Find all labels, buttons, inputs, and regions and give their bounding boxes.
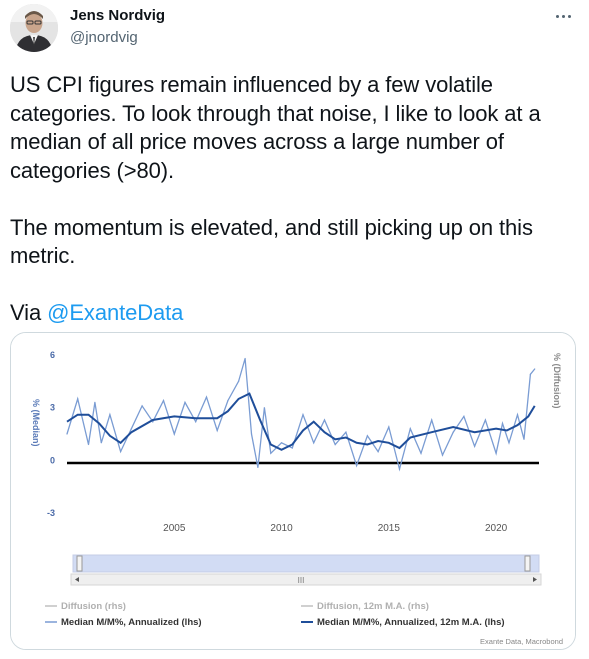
median-data-point xyxy=(184,401,186,403)
median-data-point xyxy=(263,407,265,409)
navigator-handle-left[interactable] xyxy=(76,555,83,572)
median-data-point xyxy=(334,443,336,446)
median-data-point xyxy=(257,466,259,468)
median-data-point xyxy=(141,405,143,407)
mention-link[interactable]: @ExanteData xyxy=(47,300,184,325)
tweet-via-line: Via @ExanteData xyxy=(10,299,575,328)
y-axis-label-right: % (Diffusion) xyxy=(552,353,562,409)
median-data-point xyxy=(420,452,422,454)
median-data-point xyxy=(173,433,175,435)
median-data-point xyxy=(431,419,433,421)
legend-item: Diffusion (rhs) xyxy=(61,601,126,612)
chart: % (Median) % (Diffusion) 6 3 0 -3 2005 2010 2… xyxy=(11,333,575,649)
author-handle[interactable]: @jnordvig xyxy=(70,29,138,46)
x-tick-label: 2015 xyxy=(378,523,401,534)
median-mm-series-line xyxy=(66,358,536,472)
median-data-point xyxy=(94,401,96,403)
navigator-scrollbar[interactable] xyxy=(70,573,542,586)
median-data-point xyxy=(529,373,532,375)
median-data-point xyxy=(409,428,411,430)
median-data-point xyxy=(345,431,347,433)
median-data-point xyxy=(152,421,154,423)
y-tick-label: 0 xyxy=(50,455,55,465)
x-tick-label: 2005 xyxy=(163,523,186,534)
y-tick-label: -3 xyxy=(47,508,55,518)
tweet-text: US CPI figures remain influenced by a fe… xyxy=(10,71,575,328)
median-data-point xyxy=(100,442,102,444)
median-data-point xyxy=(313,442,315,444)
median-data-point xyxy=(474,445,476,447)
median-data-point xyxy=(195,421,197,423)
median-data-point xyxy=(250,433,253,435)
median-data-point xyxy=(441,454,444,456)
median-ma-series-line xyxy=(66,392,536,451)
median-data-point xyxy=(216,429,218,432)
tweet-paragraph: The momentum is elevated, and still pick… xyxy=(10,214,533,269)
median-data-point xyxy=(302,414,304,416)
tweet-paragraph: US CPI figures remain influenced by a fe… xyxy=(10,72,541,183)
author-avatar[interactable] xyxy=(10,4,58,52)
median-data-point xyxy=(495,452,497,454)
range-navigator[interactable] xyxy=(72,554,540,573)
chart-source: Exante Data, Macrobond xyxy=(480,637,563,646)
y-axis-label-left: % (Median) xyxy=(31,399,41,447)
median-data-point xyxy=(377,451,379,453)
median-data-point xyxy=(501,422,504,425)
median-data-point xyxy=(523,438,525,440)
scroll-left-icon[interactable] xyxy=(75,577,79,582)
scroll-right-icon[interactable] xyxy=(533,577,537,582)
legend-item: Median M/M%, Annualized (lhs) xyxy=(61,617,202,628)
median-data-point xyxy=(87,443,90,446)
median-data-point xyxy=(516,414,519,416)
navigator-handle-right[interactable] xyxy=(524,555,531,572)
via-label: Via xyxy=(10,300,48,325)
median-data-point xyxy=(205,396,208,398)
median-data-point xyxy=(356,465,358,467)
median-data-point xyxy=(280,442,283,444)
more-options-button[interactable] xyxy=(549,6,577,26)
median-data-point xyxy=(227,400,229,402)
median-data-point xyxy=(323,419,326,421)
legend-item: Median M/M%, Annualized, 12m M.A. (lhs) xyxy=(317,617,505,628)
median-data-point xyxy=(463,415,465,417)
median-data-point xyxy=(244,357,246,360)
median-data-point xyxy=(130,428,132,430)
median-data-point xyxy=(484,419,486,421)
x-tick-label: 2010 xyxy=(270,523,293,534)
x-tick-label: 2020 xyxy=(485,523,508,534)
median-data-point xyxy=(452,431,454,433)
chart-image[interactable]: % (Median) % (Diffusion) 6 3 0 -3 2005 2010 2… xyxy=(10,332,576,650)
median-data-point xyxy=(238,380,240,382)
median-data-point xyxy=(270,452,272,454)
median-data-point xyxy=(398,468,401,470)
median-data-point xyxy=(291,447,293,449)
y-tick-label: 6 xyxy=(50,350,55,360)
y-tick-label: 3 xyxy=(50,403,55,413)
more-horizontal-icon xyxy=(555,14,559,18)
median-data-point xyxy=(109,414,111,416)
median-data-point xyxy=(77,398,79,400)
author-name[interactable]: Jens Nordvig xyxy=(70,7,166,24)
median-data-point xyxy=(508,442,510,444)
scrollbar-grip: III xyxy=(298,576,305,585)
median-data-point xyxy=(534,368,536,370)
legend-item: Diffusion, 12m M.A. (rhs) xyxy=(317,601,429,612)
person-avatar-icon xyxy=(10,4,58,52)
median-data-point xyxy=(388,426,390,428)
median-data-point xyxy=(120,451,122,453)
median-data-point xyxy=(66,433,68,435)
median-data-point xyxy=(162,400,165,402)
median-data-point xyxy=(366,435,368,437)
